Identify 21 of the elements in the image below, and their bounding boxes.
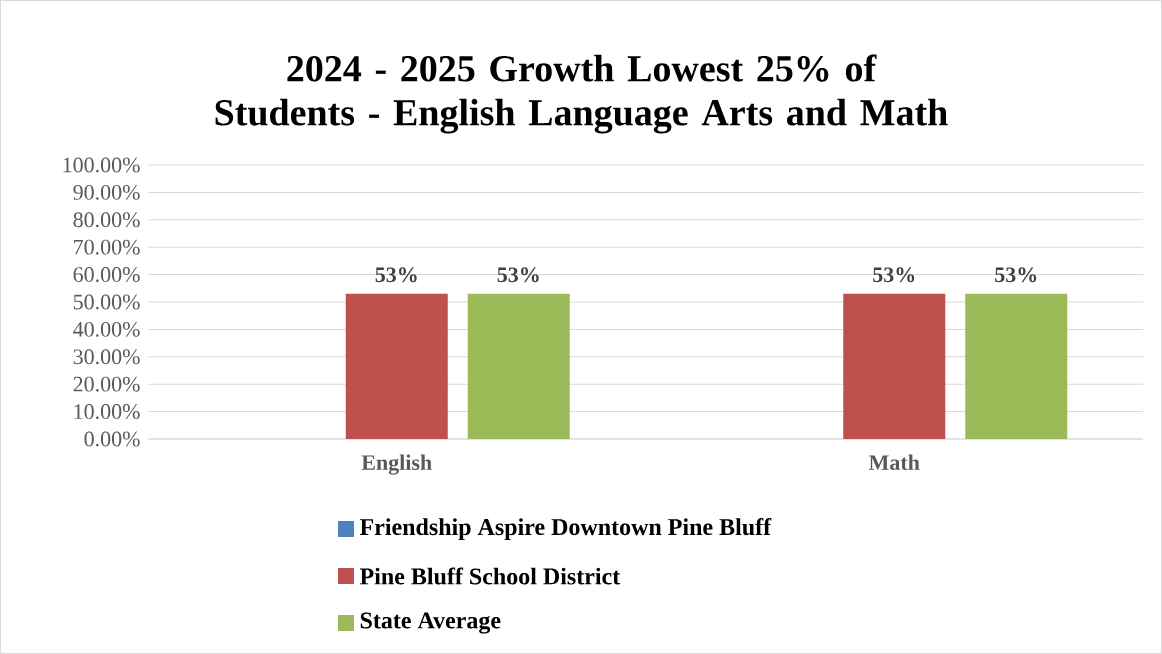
x-tick-label: English	[361, 454, 432, 475]
y-tick-label: 0.00%	[84, 431, 140, 447]
chart-title: 2024 - 2025 Growth Lowest 25% of Students - English Language Arts and Math	[215, 54, 948, 134]
y-tick-label: 70.00%	[74, 239, 140, 255]
y-tick-label: 60.00%	[73, 267, 140, 283]
x-tick-label: Math	[868, 454, 920, 471]
y-tick-label: 90.00%	[73, 184, 140, 200]
legend-label: Pine Bluff School District	[359, 567, 621, 585]
y-tick-label: 50.00%	[73, 294, 140, 310]
data-label: 53%	[873, 267, 915, 283]
y-tick-label: 10.00%	[74, 404, 140, 420]
y-tick-label: 20.00%	[73, 376, 140, 392]
legend-label: State Average	[360, 612, 501, 634]
data-label: 53%	[497, 267, 539, 283]
y-tick-label: 40.00%	[73, 321, 140, 337]
y-tick-label: 100.00%	[63, 157, 140, 173]
legend-label: Friendship Aspire Downtown Pine Bluff	[359, 518, 772, 541]
data-label: 53%	[995, 267, 1037, 283]
y-tick-label: 80.00%	[73, 212, 140, 228]
y-tick-label: 30.00%	[73, 349, 140, 365]
data-label: 53%	[375, 267, 417, 283]
